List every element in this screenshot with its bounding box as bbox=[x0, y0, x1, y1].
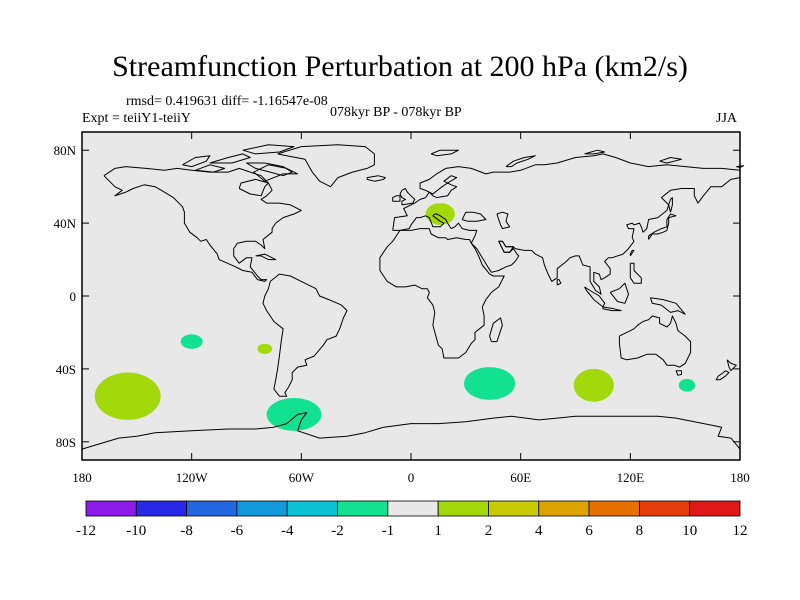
coastline-japan bbox=[648, 213, 677, 240]
coastline-new-guinea bbox=[649, 297, 686, 315]
coastline-baffin bbox=[253, 164, 299, 182]
anomaly-pacific-small-positive bbox=[257, 343, 273, 354]
coastline-taiwan bbox=[629, 249, 635, 257]
coastline-iceland bbox=[366, 175, 386, 182]
coastline-severnaya-zemlya bbox=[584, 149, 606, 155]
lat-tick-label: 40S bbox=[56, 362, 76, 377]
coastline-tasmania bbox=[675, 370, 682, 376]
colorbar-label: -8 bbox=[180, 523, 193, 539]
anomaly-europe-positive bbox=[425, 203, 455, 225]
coastline-canadian-archipelago-2 bbox=[209, 153, 251, 164]
lat-tick-label: 80S bbox=[56, 435, 76, 450]
coastline-uk bbox=[399, 188, 416, 206]
lat-tick-label: 0 bbox=[70, 289, 77, 304]
colorbar-label: -4 bbox=[281, 523, 294, 539]
lon-tick-label: 180 bbox=[730, 470, 750, 485]
colorbar-swatch bbox=[588, 500, 640, 517]
coastline-borneo bbox=[609, 282, 629, 304]
coastline-africa bbox=[379, 228, 505, 359]
colorbar-swatch bbox=[689, 500, 741, 517]
lon-tick-label: 180 bbox=[72, 470, 92, 485]
lon-tick-label: 60E bbox=[510, 470, 531, 485]
coastline-madagascar bbox=[489, 317, 503, 343]
coastline-philippines bbox=[629, 262, 642, 284]
coastline-new-siberian bbox=[659, 157, 682, 164]
coastline-hudson-bay bbox=[238, 178, 269, 197]
page-title: Streamfunction Perturbation at 200 hPa (… bbox=[112, 50, 688, 83]
colorbar-swatch bbox=[538, 500, 590, 517]
coastline-new-zealand-s bbox=[715, 370, 730, 381]
anomaly-south-pacific-positive bbox=[94, 372, 161, 420]
colorbar-label: 1 bbox=[434, 523, 442, 539]
colorbar-label: 6 bbox=[585, 523, 593, 539]
colorbar-swatch bbox=[387, 500, 439, 517]
colorbar-label: 4 bbox=[535, 523, 543, 539]
coastline-australia bbox=[618, 315, 692, 368]
stats-text: rmsd= 0.419631 diff= -1.16547e-08 bbox=[126, 94, 328, 109]
lon-tick-label: 120E bbox=[617, 470, 645, 485]
colorbar-label: -6 bbox=[231, 523, 244, 539]
colorbar-swatch bbox=[236, 500, 288, 517]
colorbar-label: 8 bbox=[636, 523, 644, 539]
coastline-java bbox=[602, 306, 622, 312]
coastline-sri-lanka bbox=[556, 279, 562, 286]
colorbar-swatch bbox=[186, 500, 238, 517]
coastline-south-america bbox=[262, 273, 348, 397]
colorbar-label: 2 bbox=[485, 523, 493, 539]
anomaly-south-atlantic-negative bbox=[464, 367, 516, 400]
map-background bbox=[82, 132, 740, 460]
anomaly-australia-negative bbox=[678, 378, 696, 392]
season-label: JJA bbox=[716, 111, 738, 126]
colorbar-label: -1 bbox=[382, 523, 395, 539]
experiment-label: Expt = teiiY1-teiiY bbox=[82, 111, 191, 126]
coastline-novaya-zemlya bbox=[505, 155, 536, 168]
coastline-ellesmere bbox=[242, 144, 295, 155]
coastline-greenland bbox=[277, 144, 375, 188]
lat-tick-label: 40N bbox=[54, 216, 77, 231]
lat-tick-label: 80N bbox=[54, 143, 77, 158]
colorbar-swatch bbox=[135, 500, 188, 517]
coastline-svalbard bbox=[430, 149, 459, 157]
coastline-sumatra bbox=[584, 286, 606, 308]
anomaly-drake-passage-negative bbox=[266, 398, 322, 431]
coastline-sakhalin bbox=[668, 197, 673, 213]
anomaly-indian-ocean-positive bbox=[573, 368, 614, 402]
colorbar-label: -10 bbox=[126, 523, 146, 539]
lon-tick-label: 60W bbox=[289, 470, 315, 485]
coastline-north-america bbox=[103, 166, 302, 282]
colorbar-label: -2 bbox=[331, 523, 344, 539]
coastline-canadian-archipelago-3 bbox=[182, 155, 211, 168]
colorbar-swatch bbox=[437, 500, 489, 517]
colorbar-swatch bbox=[638, 500, 691, 517]
colorbar-swatch bbox=[85, 500, 137, 517]
colorbar-label: -12 bbox=[76, 523, 96, 539]
colorbar-label: 12 bbox=[733, 523, 748, 539]
coastline-new-zealand-n bbox=[726, 359, 737, 372]
lon-tick-label: 120W bbox=[176, 470, 209, 485]
colorbar-swatch bbox=[488, 500, 540, 517]
coastline-caspian bbox=[496, 211, 511, 230]
coastline-europe-asia bbox=[392, 153, 741, 295]
coastline-victoria-island bbox=[195, 164, 226, 173]
coastline-cuba bbox=[255, 253, 277, 261]
lon-tick-label: 0 bbox=[408, 470, 415, 485]
colorbar-swatch bbox=[337, 500, 389, 517]
coastline-ireland bbox=[392, 195, 401, 202]
colorbar-label: 10 bbox=[682, 523, 697, 539]
coastline-antarctica bbox=[81, 412, 741, 450]
coastline-arabia-gulf bbox=[498, 240, 514, 253]
colorbar-swatch bbox=[286, 500, 338, 517]
anomaly-pacific-negative bbox=[180, 334, 203, 349]
period-label: 078kyr BP - 078kyr BP bbox=[330, 105, 462, 120]
coastline-black-sea bbox=[461, 211, 487, 222]
